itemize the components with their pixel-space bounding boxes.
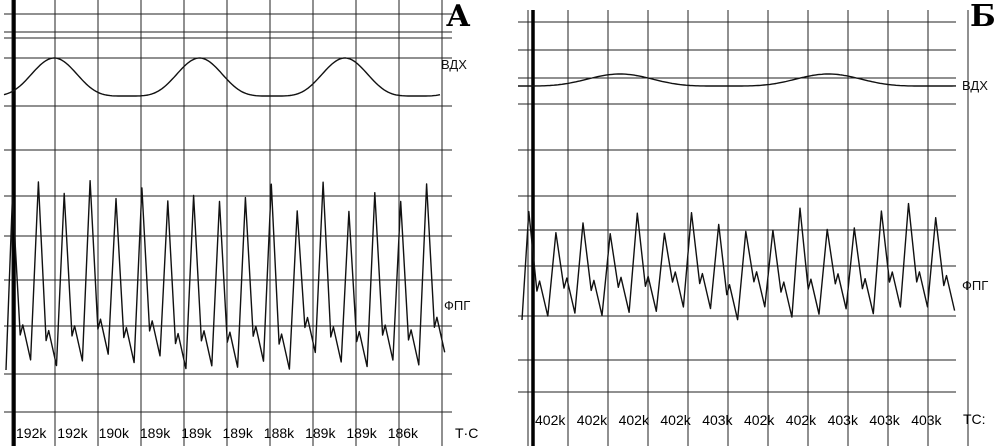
panel-b-tick-3: 402k [660,412,691,428]
panel-a-tick-labels: 192k 192k 190k 189k 189k 189k 188k 189k 189k 186k [16,425,419,441]
panel-a-grid [4,0,452,446]
panel-b-tick-8: 403k [869,412,900,428]
panel-a-tick-0: 192k [16,425,47,441]
panel-b-tick-2: 402k [619,412,650,428]
panel-b-ppg-trace [521,202,956,321]
panel-a-tick-9: 186k [388,425,419,441]
panel-b-tick-7: 403k [828,412,859,428]
panel-a-tick-4: 189k [181,425,212,441]
panel-a-tick-6: 188k [264,425,295,441]
panel-b-tick-4: 403k [702,412,733,428]
panel-a-axis-label: Т·С [455,425,478,441]
panel-a-ppg-trace [5,180,446,371]
panel-a-letter: А [446,0,471,34]
panel-a: А ВДХ ФПГ 192k 192k 190k 189k 189k 189k 188k 18… [3,0,478,446]
panel-a-tick-1: 192k [57,425,88,441]
panel-b-tick-labels: 402k 402k 402k 402k 403k 402k 402k 403k 403k 403k [535,412,943,428]
panel-a-tick-7: 189k [305,425,336,441]
panel-a-respiration-trace [3,57,441,97]
panel-b-resp-label: ВДХ [962,78,988,93]
panel-a-ppg-label: ФПГ [444,298,470,313]
panel-b-letter: Б [970,0,996,34]
panel-b: Б ВДХ ФПГ 402k 402k 402k 402k 403k 402k 402k 40… [518,0,996,446]
panel-a-tick-5: 189k [223,425,254,441]
panel-b-tick-0: 402k [535,412,566,428]
panel-b-respiration-trace [518,73,956,87]
panel-b-tick-9: 403k [911,412,942,428]
panel-b-tick-6: 402k [786,412,817,428]
panel-a-tick-3: 189k [140,425,171,441]
panel-a-tick-2: 190k [99,425,130,441]
panel-b-axis-label: ТС: [963,411,986,427]
panel-b-grid [518,10,969,446]
panel-b-tick-5: 402k [744,412,775,428]
panel-a-resp-label: ВДХ [441,57,467,72]
panel-b-ppg-label: ФПГ [962,278,988,293]
panel-b-tick-1: 402k [577,412,608,428]
panel-a-tick-8: 189k [346,425,377,441]
